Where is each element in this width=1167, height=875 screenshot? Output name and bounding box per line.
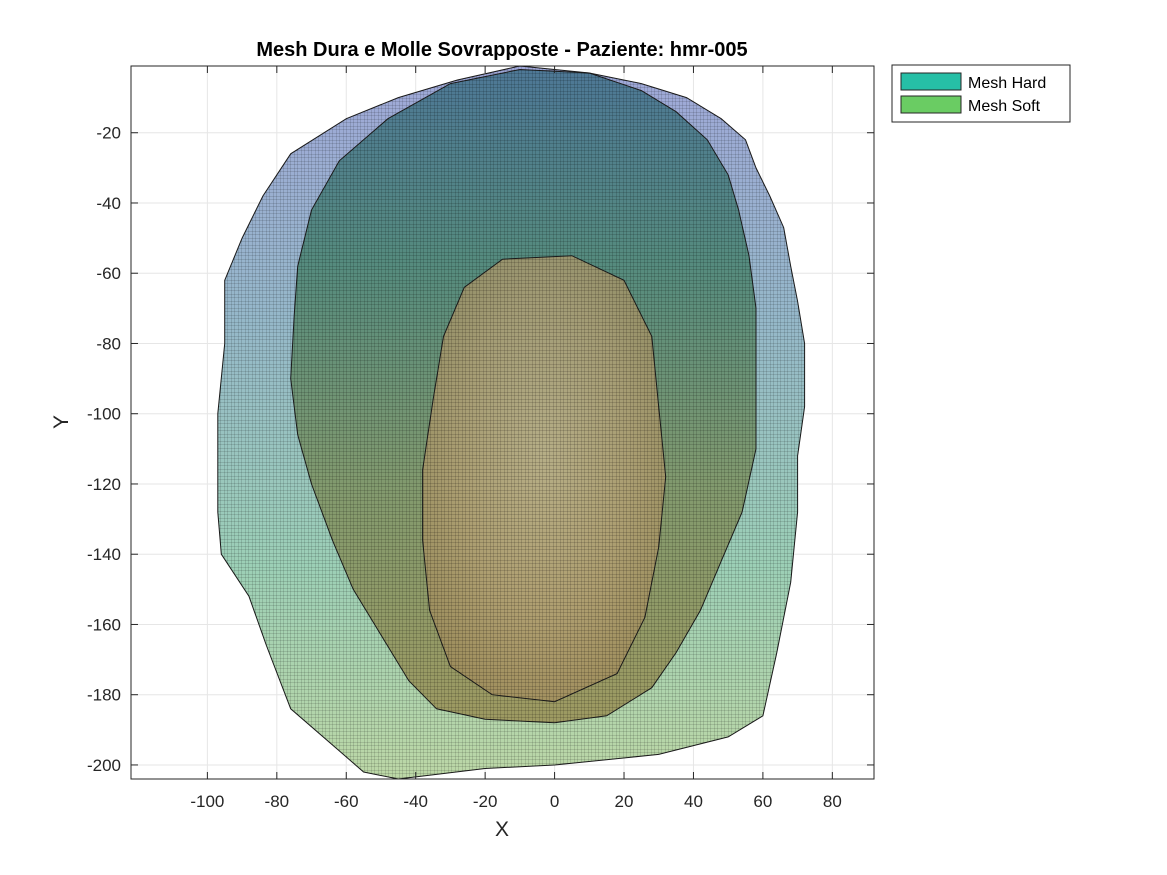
- y-axis-label: Y: [50, 415, 73, 429]
- y-tick-label: -20: [96, 124, 121, 143]
- y-tick-label: -180: [87, 686, 121, 705]
- x-axis-label: X: [495, 818, 509, 841]
- x-tick-label: -40: [403, 792, 428, 811]
- legend-label-soft: Mesh Soft: [968, 98, 1041, 115]
- x-tick-label: -100: [190, 792, 224, 811]
- chart-title: Mesh Dura e Molle Sovrapposte - Paziente…: [256, 39, 747, 61]
- x-tick-label: -20: [473, 792, 498, 811]
- x-tick-label: -80: [265, 792, 290, 811]
- y-tick-label: -80: [96, 334, 121, 353]
- plot-frame: [130, 65, 875, 780]
- legend-label-hard: Mesh Hard: [968, 75, 1046, 92]
- mesh-layer: [217, 66, 806, 779]
- x-tick-label: 40: [684, 792, 703, 811]
- y-tick-label: -120: [87, 475, 121, 494]
- y-tick-label: -140: [87, 545, 121, 564]
- y-tick-label: -100: [87, 405, 121, 424]
- x-tick-label: 20: [615, 792, 634, 811]
- legend-swatch-soft: [900, 95, 962, 114]
- y-ticks: -20 -40 -60 -80 -100 -120 -140 -160 -180 -200: [87, 124, 874, 775]
- y-tick-label: -200: [87, 756, 121, 775]
- y-tick-label: -40: [96, 194, 121, 213]
- legend-swatch-hard: [900, 72, 962, 91]
- x-tick-label: 80: [823, 792, 842, 811]
- y-tick-label: -60: [96, 264, 121, 283]
- x-tick-label: -60: [334, 792, 359, 811]
- y-tick-label: -160: [87, 615, 121, 634]
- x-tick-label: 60: [753, 792, 772, 811]
- legend: Mesh Hard Mesh Soft: [891, 64, 1071, 123]
- mesh-hard-inner-surface-gridlines: [422, 255, 666, 702]
- x-ticks: -100 -80 -60 -40 -20 0 20 40 60 80: [190, 66, 842, 811]
- x-tick-label: 0: [550, 792, 559, 811]
